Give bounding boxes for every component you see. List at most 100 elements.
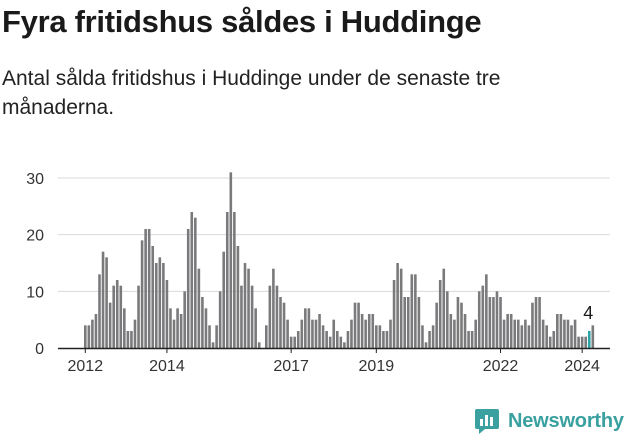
- bar: [591, 325, 595, 348]
- bar: [162, 263, 165, 348]
- bar: [218, 291, 222, 348]
- bar: [112, 285, 115, 348]
- bar: [559, 314, 563, 348]
- bar: [133, 319, 137, 348]
- bar: [172, 319, 176, 348]
- x-tick-label: 2017: [273, 358, 309, 375]
- bar: [442, 268, 446, 348]
- bar: [406, 297, 410, 348]
- bar: [176, 308, 179, 348]
- chart-title: Fyra fritidshus såldes i Huddinge: [2, 4, 482, 39]
- bar: [399, 268, 403, 348]
- bar: [87, 325, 91, 348]
- bar: [293, 336, 296, 348]
- bar: [222, 251, 226, 348]
- bar: [257, 342, 261, 348]
- bar: [243, 263, 247, 348]
- bar: [126, 331, 130, 348]
- bar: [556, 314, 559, 348]
- bar: [211, 342, 215, 348]
- bar: [524, 319, 527, 348]
- bar: [385, 331, 389, 348]
- bar: [183, 291, 186, 348]
- bar: [275, 285, 279, 348]
- bar: [144, 229, 147, 348]
- bar: [229, 172, 233, 348]
- bar: [339, 336, 343, 348]
- bar: [403, 297, 407, 348]
- bar: [236, 246, 240, 348]
- bar: [389, 319, 392, 348]
- bar: [296, 331, 300, 348]
- bar: [513, 319, 517, 348]
- bar: [254, 308, 257, 348]
- x-tick-label: 2024: [564, 358, 600, 375]
- bar-highlight: [587, 331, 591, 348]
- bar: [130, 331, 133, 348]
- bar: [570, 325, 573, 348]
- bar: [485, 274, 488, 348]
- bar: [421, 325, 424, 348]
- bar: [350, 319, 353, 348]
- bar: [190, 212, 194, 348]
- bar: [531, 302, 534, 348]
- bar: [151, 246, 155, 348]
- brand-name: Newsworthy: [508, 409, 624, 432]
- bar: [201, 297, 204, 348]
- bar: [449, 314, 453, 348]
- bar: [247, 268, 250, 348]
- bar: [463, 314, 467, 348]
- bar: [268, 285, 272, 348]
- bar: [158, 257, 162, 348]
- bar: [91, 319, 94, 348]
- bar: [204, 308, 208, 348]
- bar: [353, 302, 357, 348]
- bar: [119, 285, 123, 348]
- bar: [289, 336, 293, 348]
- bar: [328, 336, 332, 348]
- bar: [378, 325, 382, 348]
- bar: [584, 336, 588, 348]
- bar: [502, 319, 506, 348]
- bar: [410, 274, 414, 348]
- bar: [325, 331, 328, 348]
- bar: [194, 217, 197, 348]
- bar: [318, 314, 321, 348]
- bar: [541, 319, 545, 348]
- y-tick-label: 20: [26, 228, 44, 245]
- bar: [137, 285, 140, 348]
- bar: [520, 325, 524, 348]
- bar: [467, 331, 470, 348]
- bar: [240, 285, 243, 348]
- bar: [123, 308, 126, 348]
- bar: [456, 297, 460, 348]
- bar: [225, 212, 229, 348]
- bar: [304, 308, 307, 348]
- bar: [250, 285, 254, 348]
- bar: [360, 314, 364, 348]
- bar: [272, 268, 275, 348]
- bar: [208, 325, 211, 348]
- bar-annotation-label: 4: [583, 303, 593, 323]
- bar: [233, 212, 236, 348]
- y-tick-label: 10: [26, 284, 44, 301]
- bar: [332, 319, 336, 348]
- bar: [84, 325, 87, 348]
- bar: [371, 314, 375, 348]
- bar: [516, 319, 520, 348]
- bar: [563, 319, 566, 348]
- bar: [470, 331, 474, 348]
- bar: [357, 302, 360, 348]
- bar: [335, 331, 339, 348]
- bar: [414, 274, 417, 348]
- bar: [264, 325, 268, 348]
- bar: [474, 319, 477, 348]
- bar: [307, 308, 311, 348]
- bar: [311, 319, 314, 348]
- bar: [534, 297, 538, 348]
- bar: [367, 314, 371, 348]
- bar: [428, 331, 431, 348]
- bar: [382, 331, 385, 348]
- bar: [314, 319, 318, 348]
- bar: [215, 325, 218, 348]
